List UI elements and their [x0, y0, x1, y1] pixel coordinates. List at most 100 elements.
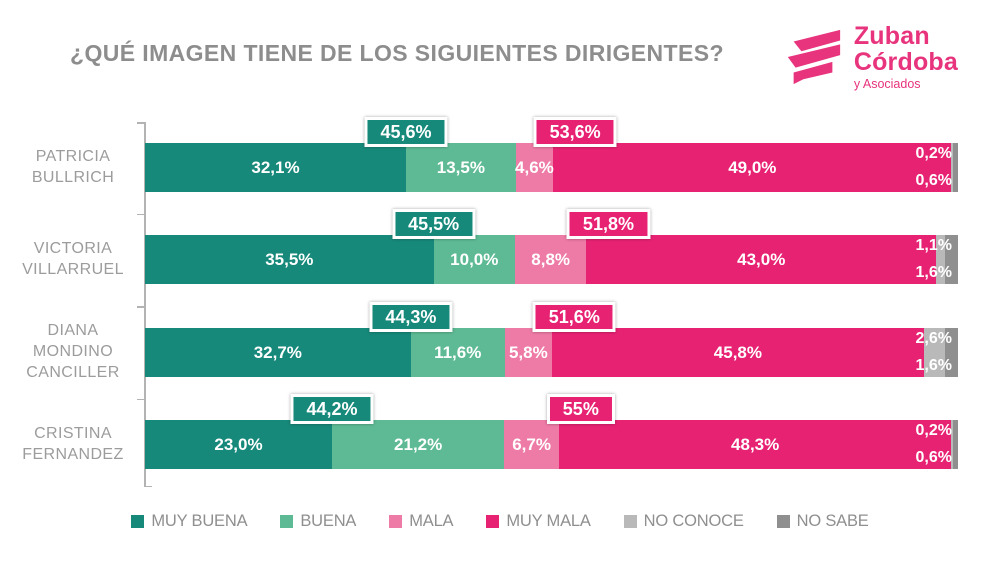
bar-segment-muy-buena: 23,0%	[145, 420, 332, 469]
bar-segment-no-sabe	[945, 328, 958, 377]
brand-logo: Zuban Córdoba y Asociados	[782, 22, 958, 91]
axis-tick	[137, 306, 145, 308]
bar-segment-buena: 11,6%	[410, 328, 505, 377]
axis-tick	[137, 213, 145, 215]
bar-segment-no-conoce	[923, 328, 945, 377]
muy-buena-value-label: 23,0%	[214, 434, 263, 454]
y-axis-line	[144, 122, 146, 487]
legend-label: MUY BUENA	[151, 512, 248, 530]
muy-mala-value-label: 43,0%	[737, 249, 786, 269]
negative-total-callout: 51,6%	[532, 302, 616, 332]
bar-segment-no-conoce	[951, 143, 954, 192]
legend-label: NO CONOCE	[643, 512, 744, 530]
mala-value-label: 4,6%	[515, 157, 554, 177]
category-label-line: DIANA	[47, 322, 99, 340]
no-conoce-value-label: 2,6%	[915, 330, 952, 347]
mala-value-label: 8,8%	[531, 249, 571, 269]
legend-item-muy-buena: MUY BUENA	[131, 512, 248, 531]
bar-segment-mala: 6,7%	[504, 420, 559, 469]
no-conoce-swatch-icon	[623, 515, 637, 528]
axis-tick	[137, 398, 145, 400]
legend-label: MALA	[409, 512, 454, 530]
category-label-line: CRISTINA	[34, 424, 112, 442]
muy-buena-value-label: 32,7%	[253, 342, 302, 362]
axis-tick	[145, 485, 152, 487]
negative-total-callout: 53,6%	[533, 117, 617, 147]
category-label: DIANA MONDINO CANCILLER	[14, 322, 132, 381]
bar-segment-muy-buena: 32,7%	[145, 328, 411, 377]
negative-total-callout: 51,8%	[566, 209, 650, 239]
zuban-cordoba-logo-icon	[787, 30, 840, 85]
category-label-line: PATRICIA	[35, 147, 111, 165]
bar-segment-muy-mala: 45,8%	[551, 328, 924, 377]
bar-row: 32,1% 13,5% 4,6% 49,0% 0,2% 0,6%	[145, 143, 958, 192]
chart-title: ¿QUÉ IMAGEN TIENE DE LOS SIGUIENTES DIRI…	[70, 40, 724, 66]
muy-mala-value-label: 48,3%	[731, 434, 780, 454]
category-label-line: VICTORIA	[33, 239, 113, 257]
no-conoce-value-label: 1,1%	[915, 237, 952, 254]
bar-segment-no-sabe	[953, 420, 958, 469]
category-label: VICTORIA VILLARRUEL	[14, 235, 132, 284]
no-conoce-value-label: 0,2%	[915, 422, 952, 439]
buena-value-label: 13,5%	[436, 157, 485, 177]
bar-segment-no-conoce	[936, 235, 945, 284]
bar-segment-mala: 4,6%	[515, 143, 554, 192]
bar-row: 32,7% 11,6% 5,8% 45,8% 2,6% 1,6%	[145, 328, 958, 377]
logo-name-line1: Zuban	[853, 22, 930, 50]
logo-text: Zuban Córdoba y Asociados	[853, 22, 958, 91]
muy-buena-value-label: 32,1%	[251, 157, 300, 177]
positive-total-callout: 45,5%	[392, 209, 476, 239]
bar-segment-mala: 5,8%	[504, 328, 552, 377]
category-label-line: CANCILLER	[26, 363, 120, 381]
category-label-line: MONDINO	[32, 343, 114, 361]
negative-total-callout: 55%	[546, 394, 615, 424]
legend-label: BUENA	[300, 512, 357, 530]
positive-total-callout: 44,3%	[369, 302, 453, 332]
buena-value-label: 11,6%	[434, 342, 482, 362]
chart-legend: MUY BUENA BUENA MALA MUY MALA NO CONOCE NO SA…	[0, 512, 1000, 531]
bar-segment-muy-buena: 35,5%	[145, 235, 434, 284]
category-label-line: VILLARRUEL	[22, 260, 124, 278]
muy-buena-swatch-icon	[131, 515, 145, 528]
bar-segment-no-sabe	[944, 235, 958, 284]
bar-segment-muy-buena: 32,1%	[145, 143, 406, 192]
category-label-line: BULLRICH	[31, 168, 115, 186]
bar-segment-buena: 13,5%	[405, 143, 516, 192]
legend-label: NO SABE	[796, 512, 869, 530]
bar-segment-no-sabe	[953, 143, 958, 192]
buena-value-label: 10,0%	[450, 249, 499, 269]
logo-subtitle: y Asociados	[853, 77, 921, 91]
positive-total-callout: 45,6%	[364, 117, 448, 147]
buena-swatch-icon	[280, 515, 294, 528]
no-sabe-value-label: 1,6%	[915, 357, 952, 374]
mala-value-label: 6,7%	[512, 434, 551, 454]
no-sabe-value-label: 0,6%	[915, 172, 952, 189]
muy-mala-value-label: 49,0%	[728, 157, 777, 177]
legend-item-no-sabe: NO SABE	[776, 512, 869, 531]
bar-segment-muy-mala: 43,0%	[586, 235, 937, 284]
bar-segment-mala: 8,8%	[514, 235, 587, 284]
muy-mala-value-label: 45,8%	[713, 342, 762, 362]
no-sabe-value-label: 0,6%	[915, 449, 952, 466]
no-sabe-value-label: 1,6%	[915, 264, 952, 281]
muy-mala-swatch-icon	[486, 515, 500, 528]
no-conoce-value-label: 0,2%	[915, 145, 952, 162]
positive-total-callout: 44,2%	[290, 394, 374, 424]
legend-item-no-conoce: NO CONOCE	[623, 512, 744, 531]
logo-name-line2: Córdoba	[853, 47, 958, 76]
bar-segment-no-conoce	[951, 420, 954, 469]
legend-item-mala: MALA	[389, 512, 454, 531]
axis-tick	[137, 122, 145, 124]
muy-buena-value-label: 35,5%	[265, 249, 314, 269]
mala-swatch-icon	[389, 515, 403, 528]
buena-value-label: 21,2%	[394, 434, 443, 454]
category-label: CRISTINA FERNANDEZ	[14, 420, 132, 469]
category-label: PATRICIA BULLRICH	[14, 143, 132, 192]
bar-segment-muy-mala: 48,3%	[558, 420, 952, 469]
category-label-line: FERNANDEZ	[22, 445, 124, 463]
bar-segment-buena: 21,2%	[331, 420, 505, 469]
legend-item-muy-mala: MUY MALA	[486, 512, 591, 531]
bar-row: 23,0% 21,2% 6,7% 48,3% 0,2% 0,6%	[145, 420, 958, 469]
